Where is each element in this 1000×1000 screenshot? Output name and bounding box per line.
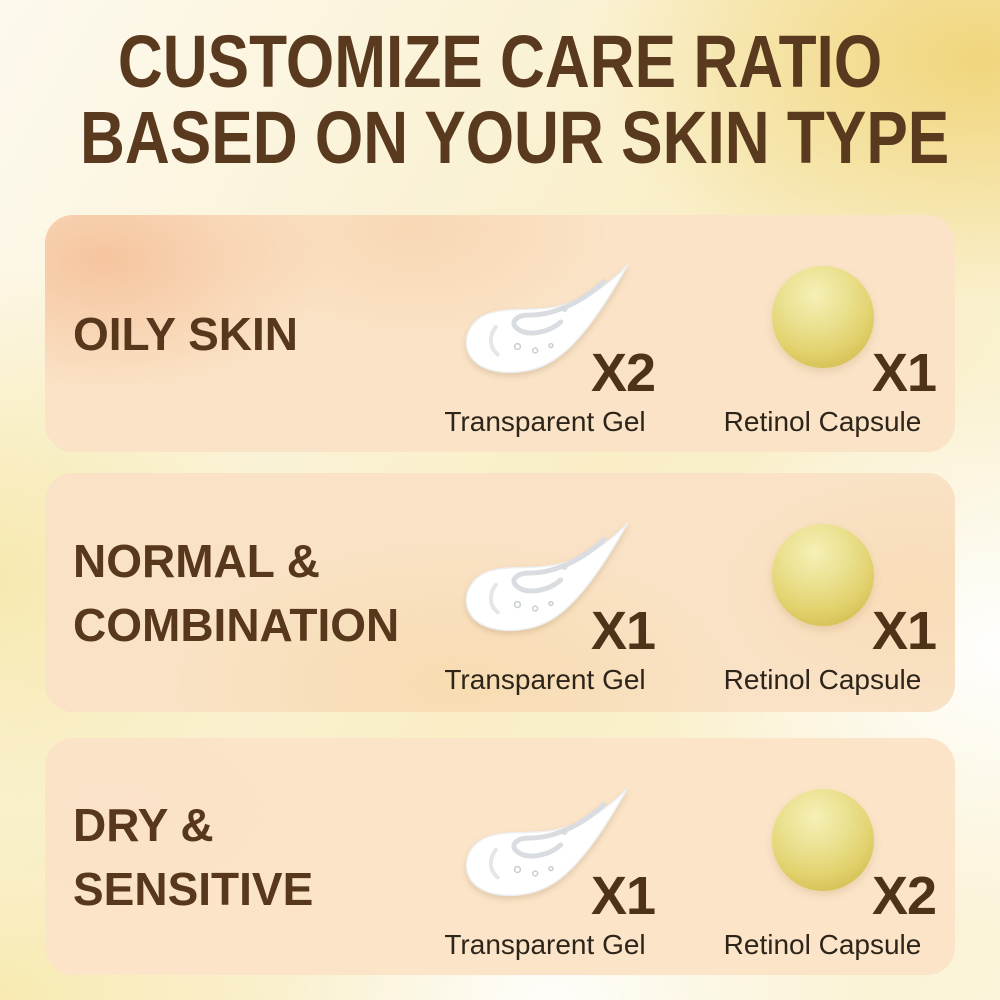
gel-count: X1 xyxy=(590,866,656,926)
capsule-caption: Retinol Capsule xyxy=(723,406,922,437)
skin-type-text: DRY & xyxy=(73,798,214,851)
transparent-gel-icon xyxy=(435,783,655,901)
skin-type-text: COMBINATION xyxy=(73,598,400,651)
skin-type-card-oily: OILY SKIN X2 Transparent Gel xyxy=(45,215,955,452)
capsule-ratio-item: X2 Retinol Capsule xyxy=(715,783,937,963)
gel-caption: Transparent Gel xyxy=(444,929,646,960)
gel-caption: Transparent Gel xyxy=(444,664,646,695)
gel-count: X1 xyxy=(590,601,656,661)
gel-ratio-item: X1 Transparent Gel xyxy=(435,783,656,963)
gel-caption: Transparent Gel xyxy=(444,406,646,437)
skin-type-label: NORMAL & COMBINATION xyxy=(73,473,443,712)
capsule-count: X2 xyxy=(871,866,937,926)
gel-ratio-item: X2 Transparent Gel xyxy=(435,260,656,440)
skin-type-text: NORMAL & xyxy=(73,534,321,587)
transparent-gel-icon xyxy=(435,518,655,636)
gel-count: X2 xyxy=(590,343,656,403)
capsule-caption: Retinol Capsule xyxy=(723,664,922,695)
title-line-1: CUSTOMIZE CARE RATIO xyxy=(117,20,883,103)
skin-type-card-dry-sensitive: DRY & SENSITIVE X1 Transparent Gel xyxy=(45,738,955,975)
skin-type-card-normal-combination: NORMAL & COMBINATION X1 Transparent Gel xyxy=(45,473,955,712)
retinol-capsule-icon xyxy=(771,266,874,368)
capsule-ratio-item: X1 Retinol Capsule xyxy=(715,518,937,698)
capsule-count: X1 xyxy=(871,601,937,661)
skin-type-label: DRY & SENSITIVE xyxy=(73,738,443,975)
skin-type-text: OILY SKIN xyxy=(73,307,298,360)
title-line-2: BASED ON YOUR SKIN TYPE xyxy=(80,96,950,179)
capsule-ratio-item: X1 Retinol Capsule xyxy=(715,260,937,440)
retinol-capsule-icon xyxy=(771,524,874,626)
capsule-count: X1 xyxy=(871,343,937,403)
retinol-capsule-icon xyxy=(771,789,874,891)
gel-ratio-item: X1 Transparent Gel xyxy=(435,518,656,698)
skin-type-label: OILY SKIN xyxy=(73,215,443,452)
skin-type-text: SENSITIVE xyxy=(73,862,314,915)
transparent-gel-icon xyxy=(435,260,655,378)
capsule-caption: Retinol Capsule xyxy=(723,929,922,960)
page-title: CUSTOMIZE CARE RATIO BASED ON YOUR SKIN … xyxy=(0,24,1000,176)
